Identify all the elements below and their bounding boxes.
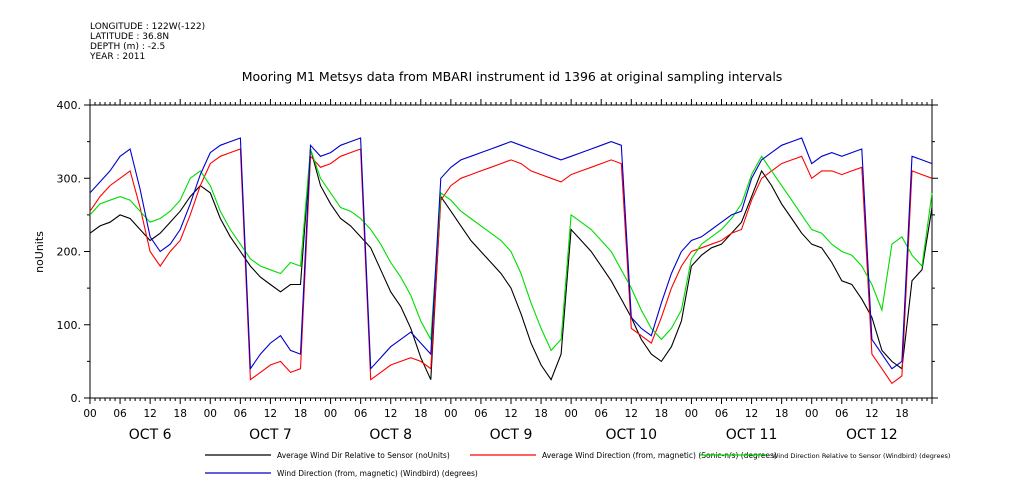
series-line-3 <box>89 137 933 371</box>
y-axis-label: noUnits <box>33 231 46 273</box>
legend-label-1: Average Wind Direction (from, magnetic) … <box>542 451 777 460</box>
x-tick-label: 00 <box>685 408 698 420</box>
x-tick-label: 06 <box>113 408 127 420</box>
x-tick-label: 06 <box>835 408 849 420</box>
y-tick-label: 100. <box>57 319 82 332</box>
x-tick-label: 12 <box>384 408 397 420</box>
series-line-2 <box>89 148 933 352</box>
x-tick-label: 00 <box>444 408 457 420</box>
x-tick-label: 18 <box>294 408 307 420</box>
x-tick-label: 18 <box>414 408 427 420</box>
x-tick-label: 00 <box>564 408 577 420</box>
y-tick-label: 0. <box>71 392 82 405</box>
series-line-1 <box>89 148 933 385</box>
x-tick-label: 06 <box>595 408 609 420</box>
metadata-latitude: LATITUDE : 36.8N <box>90 32 170 42</box>
x-day-label: OCT 7 <box>249 427 292 443</box>
x-day-label: OCT 11 <box>726 427 778 443</box>
x-tick-label: 06 <box>234 408 248 420</box>
x-tick-label: 18 <box>775 408 788 420</box>
x-tick-label: 18 <box>895 408 908 420</box>
chart-title: Mooring M1 Metsys data from MBARI instru… <box>242 69 783 84</box>
x-tick-label: 18 <box>534 408 547 420</box>
y-tick-label: 400. <box>57 99 82 112</box>
x-tick-label: 18 <box>655 408 668 420</box>
x-day-label: OCT 9 <box>490 427 533 443</box>
x-tick-label: 12 <box>264 408 277 420</box>
legend-label-3: Wind Direction (from, magnetic) (Windbir… <box>277 469 478 478</box>
x-tick-label: 00 <box>324 408 337 420</box>
x-tick-label: 00 <box>204 408 217 420</box>
x-tick-label: 06 <box>474 408 488 420</box>
metadata-block: LONGITUDE : 122W(-122) LATITUDE : 36.8N … <box>90 22 205 62</box>
x-day-label: OCT 8 <box>369 427 412 443</box>
x-tick-label: 12 <box>625 408 638 420</box>
x-tick-label: 12 <box>143 408 156 420</box>
series-line-0 <box>89 148 933 381</box>
x-tick-label: 12 <box>504 408 517 420</box>
y-tick-label: 200. <box>57 246 82 259</box>
x-tick-label: 18 <box>174 408 187 420</box>
x-tick-label: 12 <box>745 408 758 420</box>
y-tick-label: 300. <box>57 172 82 185</box>
x-day-label: OCT 10 <box>605 427 657 443</box>
legend-label-2: Wind Direction Relative to Sensor (Windb… <box>772 452 950 460</box>
x-tick-label: 12 <box>865 408 878 420</box>
x-day-label: OCT 6 <box>129 427 172 443</box>
x-tick-label: 06 <box>715 408 729 420</box>
legend-label-0: Average Wind Dir Relative to Sensor (noU… <box>277 451 450 460</box>
x-tick-label: 06 <box>354 408 368 420</box>
metadata-year: YEAR : 2011 <box>90 52 146 62</box>
metadata-depth: DEPTH (m) : -2.5 <box>90 42 166 52</box>
x-tick-label: 00 <box>805 408 818 420</box>
x-day-label: OCT 12 <box>846 427 898 443</box>
metadata-longitude: LONGITUDE : 122W(-122) <box>90 22 206 32</box>
x-tick-label: 00 <box>83 408 96 420</box>
